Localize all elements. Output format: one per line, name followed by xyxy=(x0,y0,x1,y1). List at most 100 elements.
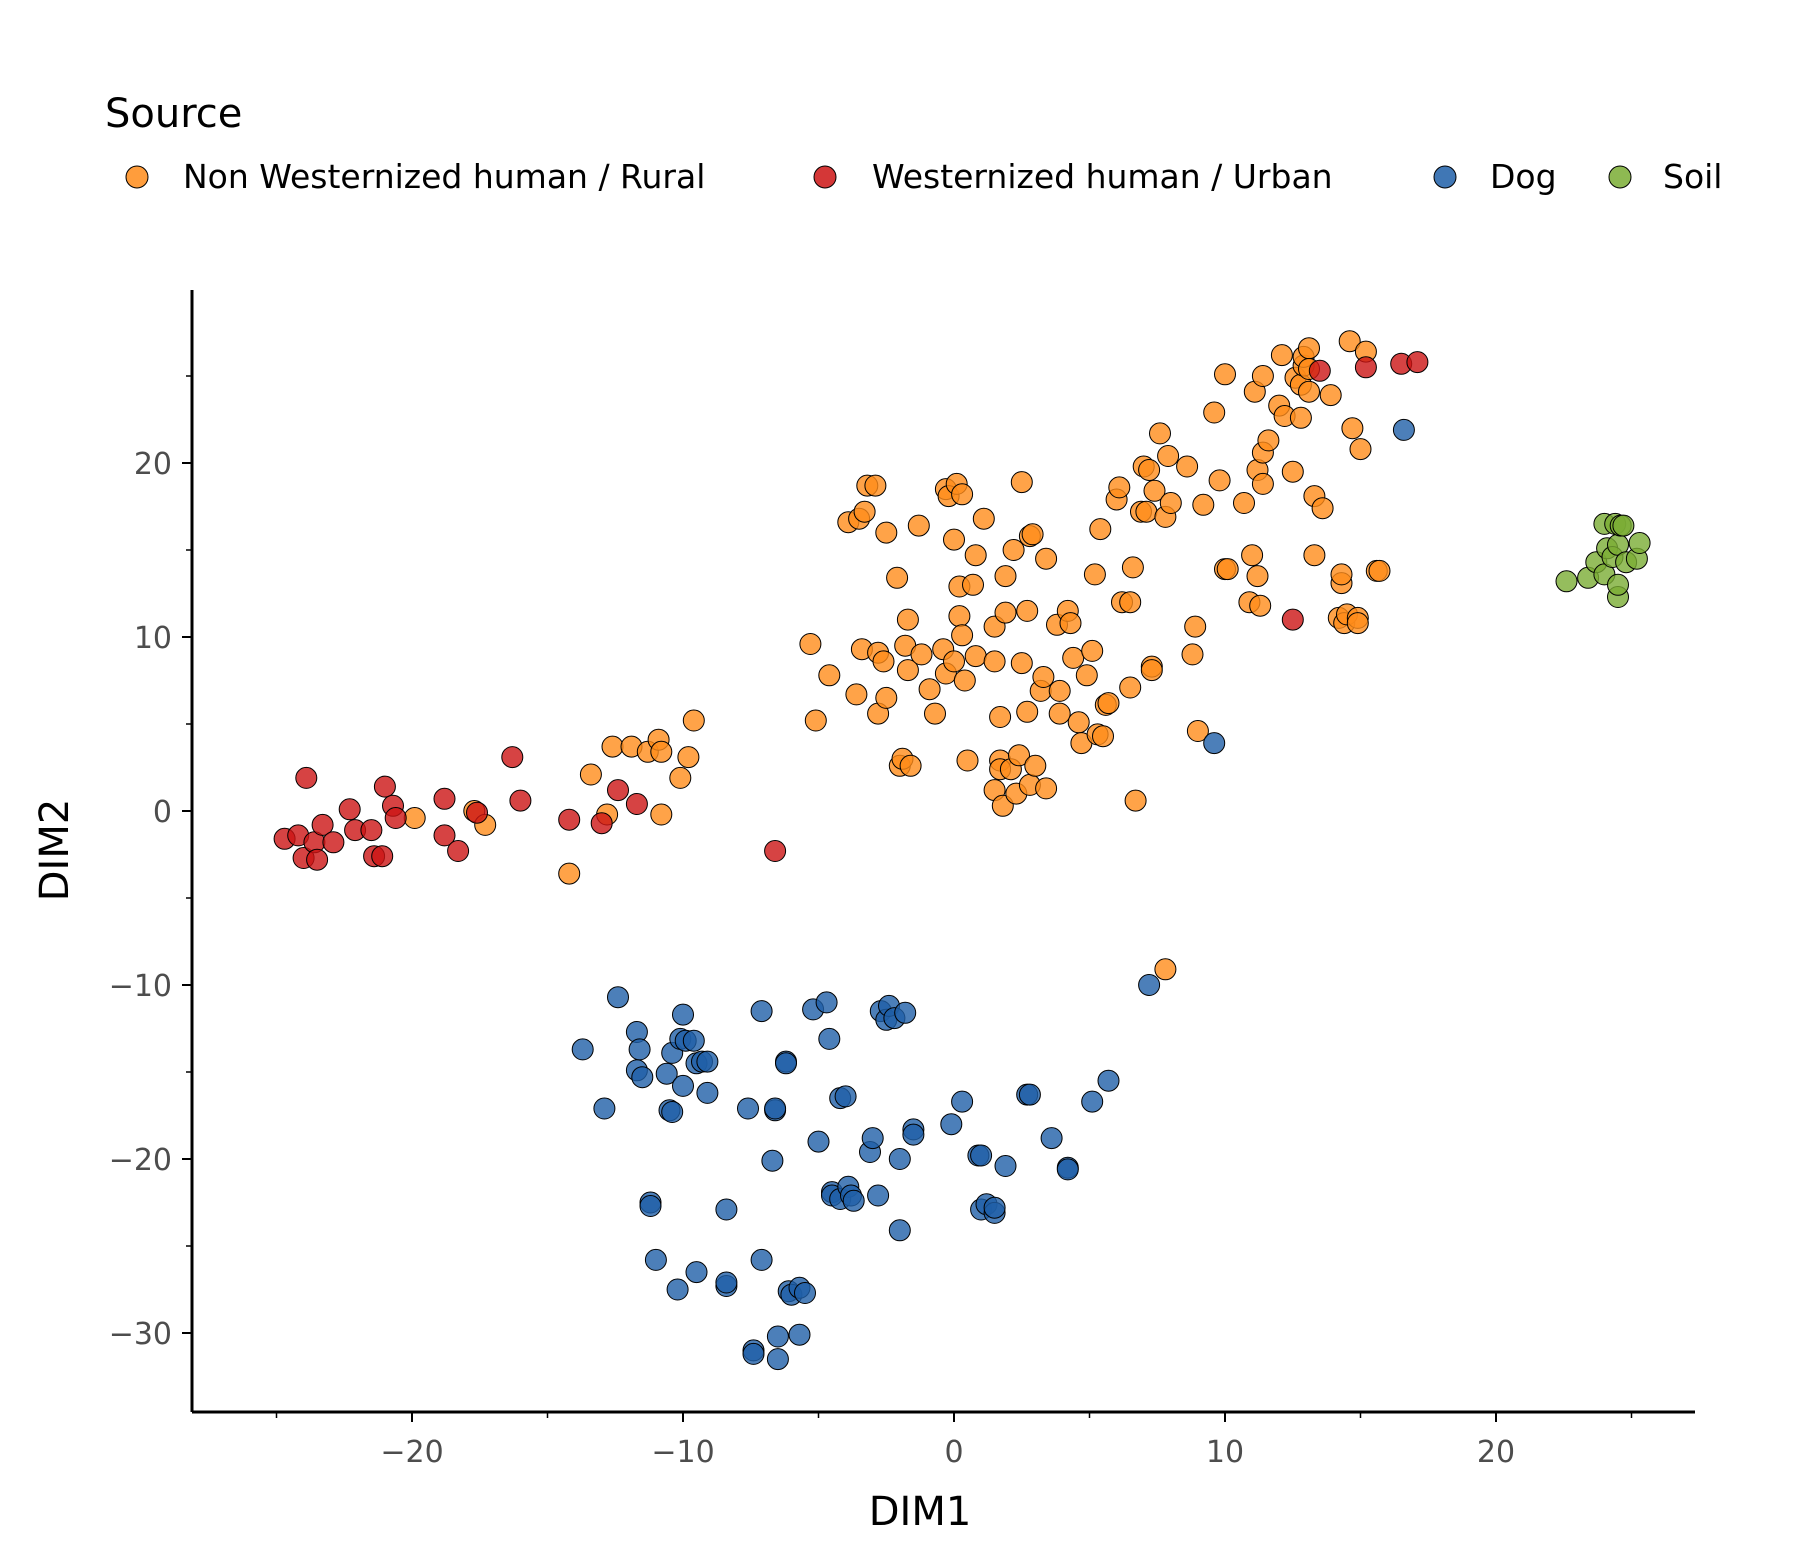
data-point xyxy=(1067,711,1090,734)
data-point xyxy=(1612,514,1635,537)
data-point xyxy=(1048,679,1071,702)
data-point xyxy=(1056,1158,1079,1181)
legend-marker xyxy=(1608,165,1632,189)
data-point xyxy=(1083,563,1106,586)
legend-title: Source xyxy=(105,91,242,137)
x-axis-title: DIM1 xyxy=(869,1489,972,1535)
data-point xyxy=(875,521,898,544)
data-point xyxy=(1338,330,1361,353)
data-point xyxy=(861,1127,884,1150)
data-point xyxy=(1192,493,1215,516)
data-point xyxy=(994,601,1017,624)
data-point xyxy=(1018,1083,1041,1106)
data-point xyxy=(682,1029,705,1052)
x-tick-label: 20 xyxy=(1477,1435,1515,1470)
data-point xyxy=(799,633,822,655)
data-point xyxy=(804,709,827,732)
data-point xyxy=(896,659,919,682)
data-point xyxy=(888,1148,911,1170)
legend-item: Soil xyxy=(1608,157,1722,196)
data-point xyxy=(875,686,898,709)
legend-item: Non Westernized human / Rural xyxy=(125,157,705,196)
data-point xyxy=(964,645,987,668)
data-point xyxy=(1233,492,1255,514)
data-point xyxy=(951,1090,974,1113)
data-point xyxy=(1143,479,1166,502)
data-point xyxy=(1097,692,1120,715)
data-point xyxy=(1124,789,1147,812)
data-point xyxy=(433,787,456,810)
data-point xyxy=(970,1144,993,1167)
data-point xyxy=(1032,666,1055,688)
data-point xyxy=(631,1066,654,1089)
series-soil xyxy=(1555,512,1651,608)
data-point xyxy=(994,565,1017,588)
data-point xyxy=(593,1097,616,1120)
y-tick-label: −10 xyxy=(109,969,172,1004)
data-point xyxy=(943,528,965,551)
legend-items: Non Westernized human / Rural Westernized… xyxy=(125,157,1722,196)
data-point xyxy=(1246,565,1269,588)
data-point xyxy=(1035,777,1058,800)
data-point xyxy=(1159,492,1182,514)
y-axis-ticks: 20 10 0 −10 −20 −30 xyxy=(109,375,192,1352)
data-point xyxy=(983,650,1006,673)
data-point xyxy=(509,789,532,812)
data-point xyxy=(896,608,919,631)
data-point xyxy=(1097,1069,1120,1092)
data-point xyxy=(1108,476,1131,499)
data-point xyxy=(1311,497,1334,520)
data-point xyxy=(1035,547,1058,570)
x-tick-label: −10 xyxy=(651,1435,714,1470)
data-point xyxy=(1181,643,1204,666)
data-point xyxy=(737,1097,759,1120)
data-point xyxy=(306,848,329,871)
legend: Source Non Westernized human / Rural West… xyxy=(105,91,1722,196)
data-point xyxy=(1154,958,1177,981)
data-point xyxy=(888,1219,911,1242)
data-point xyxy=(1203,401,1226,424)
data-point xyxy=(761,1149,784,1172)
data-point xyxy=(1135,500,1158,523)
data-point xyxy=(650,740,673,763)
data-point xyxy=(1075,664,1098,687)
legend-marker xyxy=(125,165,149,189)
data-point xyxy=(1002,539,1025,561)
data-point xyxy=(558,808,581,831)
data-point xyxy=(1208,469,1231,492)
data-point xyxy=(1081,1090,1104,1113)
data-point xyxy=(644,1248,667,1271)
data-point xyxy=(750,1248,773,1271)
data-point xyxy=(864,474,887,497)
data-point xyxy=(466,801,488,824)
data-point xyxy=(742,1342,765,1365)
data-point xyxy=(842,1189,865,1212)
data-point xyxy=(322,831,345,854)
data-point xyxy=(899,754,922,777)
data-point xyxy=(1138,974,1161,996)
data-point xyxy=(764,840,787,862)
data-point xyxy=(956,749,979,772)
data-point xyxy=(818,1027,841,1050)
data-point xyxy=(834,1085,857,1108)
data-point xyxy=(964,544,987,567)
data-point xyxy=(1330,563,1353,586)
data-point xyxy=(1157,445,1180,467)
data-point xyxy=(447,840,470,862)
data-point xyxy=(1249,594,1272,617)
data-point xyxy=(1341,417,1364,440)
data-point xyxy=(1319,384,1342,407)
legend-label: Non Westernized human / Rural xyxy=(183,157,705,196)
data-point xyxy=(1081,639,1104,662)
data-point xyxy=(815,991,838,1014)
data-point xyxy=(1138,459,1161,481)
data-point xyxy=(590,812,613,835)
data-point xyxy=(672,1003,694,1026)
data-point xyxy=(1298,380,1320,403)
data-point xyxy=(558,862,581,885)
data-point xyxy=(1048,702,1071,725)
data-point xyxy=(1607,573,1629,596)
data-point xyxy=(1368,559,1391,582)
data-point xyxy=(1392,418,1415,441)
data-point xyxy=(1214,363,1236,386)
